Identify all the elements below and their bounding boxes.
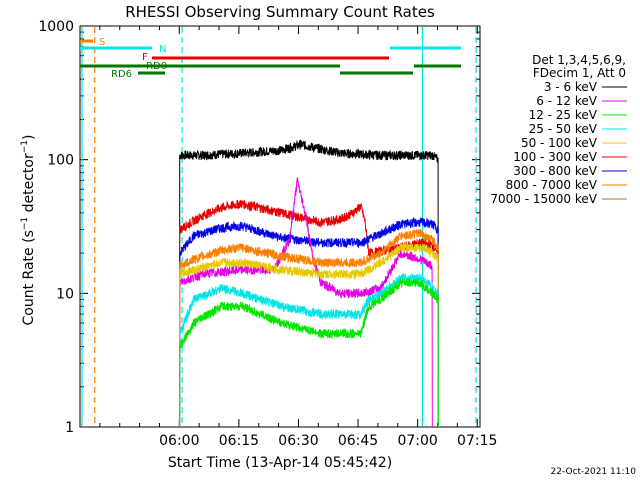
x-tick-label: 06:00 (159, 433, 199, 449)
legend-entry-label: 6 - 12 keV (536, 94, 598, 108)
x-axis-label: Start Time (13-Apr-14 05:45:42) (168, 455, 392, 471)
y-tick-label: 10 (56, 286, 74, 302)
y-axis: 1 10 100 1000 (38, 19, 480, 436)
series-line-50-100-kev (179, 241, 439, 428)
series-line-6-12-kev (179, 177, 433, 428)
y-axis-label: Count Rate (s−1 detector−1) (20, 135, 37, 326)
plot-frame (79, 25, 481, 428)
y-axis-label-end: ) (21, 135, 37, 140)
flag-label-s: S (99, 37, 105, 48)
series-line-3-6-kev (179, 139, 439, 428)
y-axis-label-mid: detector (21, 153, 37, 217)
flag-label-f: F (142, 52, 148, 63)
legend-header-2: FDecim 1, Att 0 (533, 66, 626, 80)
y-tick-label: 100 (47, 153, 74, 169)
legend-entry-label: 100 - 300 keV (513, 150, 597, 164)
x-axis: 06:00 06:15 06:30 06:45 07:00 07:15 (79, 26, 497, 449)
series-line-800-7000-kev (179, 227, 439, 428)
legend-entry-label: 12 - 25 keV (529, 108, 598, 122)
flag-label-rd0: RD0 (146, 61, 167, 72)
y-tick-label: 1000 (38, 19, 74, 35)
y-axis-label-sup2: −1 (20, 140, 30, 153)
flag-label-n: N (159, 44, 166, 55)
legend-entry-label: 25 - 50 keV (529, 122, 598, 136)
legend-header-1: Det 1,3,4,5,6,9, (532, 53, 626, 67)
legend: Det 1,3,4,5,6,9,FDecim 1, Att 03 - 6 keV… (490, 53, 627, 206)
x-tick-label: 06:15 (219, 433, 259, 449)
x-tick-label: 07:15 (457, 433, 497, 449)
series-group (179, 139, 439, 428)
legend-entry-label: 3 - 6 keV (544, 80, 598, 94)
legend-entry-label: 7000 - 15000 keV (490, 192, 597, 206)
legend-entry-label: 50 - 100 keV (521, 136, 598, 150)
y-tick-label: 1 (65, 420, 74, 436)
x-tick-label: 06:45 (338, 433, 378, 449)
y-axis-label-main: Count Rate (s (21, 230, 37, 325)
x-tick-label: 06:30 (278, 433, 318, 449)
footer-date: 22-Oct-2021 11:10 (551, 467, 637, 477)
legend-entry-label: 300 - 800 keV (513, 164, 597, 178)
x-tick-label: 07:00 (397, 433, 437, 449)
series-line-25-50-kev (179, 272, 439, 428)
legend-entry-label: 800 - 7000 keV (506, 178, 598, 192)
chart-title: RHESSI Observing Summary Count Rates (125, 3, 435, 21)
series-line-12-25-kev (179, 277, 439, 428)
y-axis-label-sup: −1 (20, 217, 30, 230)
vertical-markers (81, 27, 477, 426)
flag-label-rd6: RD6 (111, 69, 132, 80)
